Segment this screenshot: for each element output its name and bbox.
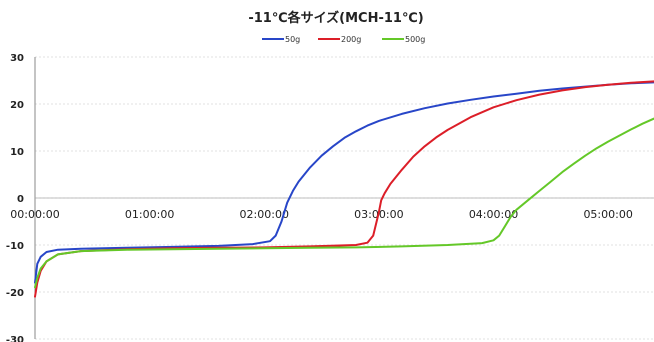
legend-label-50g: 50g (285, 35, 300, 44)
legend-label-200g: 200g (341, 35, 361, 44)
chart-title: -11℃各サイズ(MCH-11℃) (248, 10, 423, 26)
y-tick-label-0: 30 (10, 53, 24, 64)
y-tick-label-5: -20 (6, 288, 24, 299)
legend-label-500g: 500g (405, 35, 425, 44)
x-tick-label-0: 00:00:00 (10, 208, 59, 221)
series-line-200g (34, 80, 654, 298)
x-tick-label-2: 02:00:00 (240, 208, 289, 221)
series-line-50g (34, 81, 654, 284)
y-tick-labels: 30 20 10 0 -10 -20 -30 (6, 53, 24, 342)
y-tick-label-2: 10 (10, 147, 24, 158)
y-tick-label-1: 20 (10, 100, 24, 111)
y-tick-label-3: 0 (17, 194, 24, 205)
series-line-500g (34, 117, 654, 289)
x-tick-label-5: 05:00:00 (583, 208, 632, 221)
x-tick-label-1: 01:00:00 (125, 208, 174, 221)
axes (34, 57, 654, 339)
y-tick-label-4: -10 (6, 241, 24, 252)
series-lines (34, 80, 654, 298)
x-tick-labels: 00:00:00 01:00:00 02:00:00 03:00:00 04:00:00… (10, 208, 633, 221)
y-tick-label-6: -30 (6, 335, 24, 342)
x-tick-label-4: 04:00:00 (469, 208, 518, 221)
legend: 50g 200g 500g (262, 35, 425, 44)
